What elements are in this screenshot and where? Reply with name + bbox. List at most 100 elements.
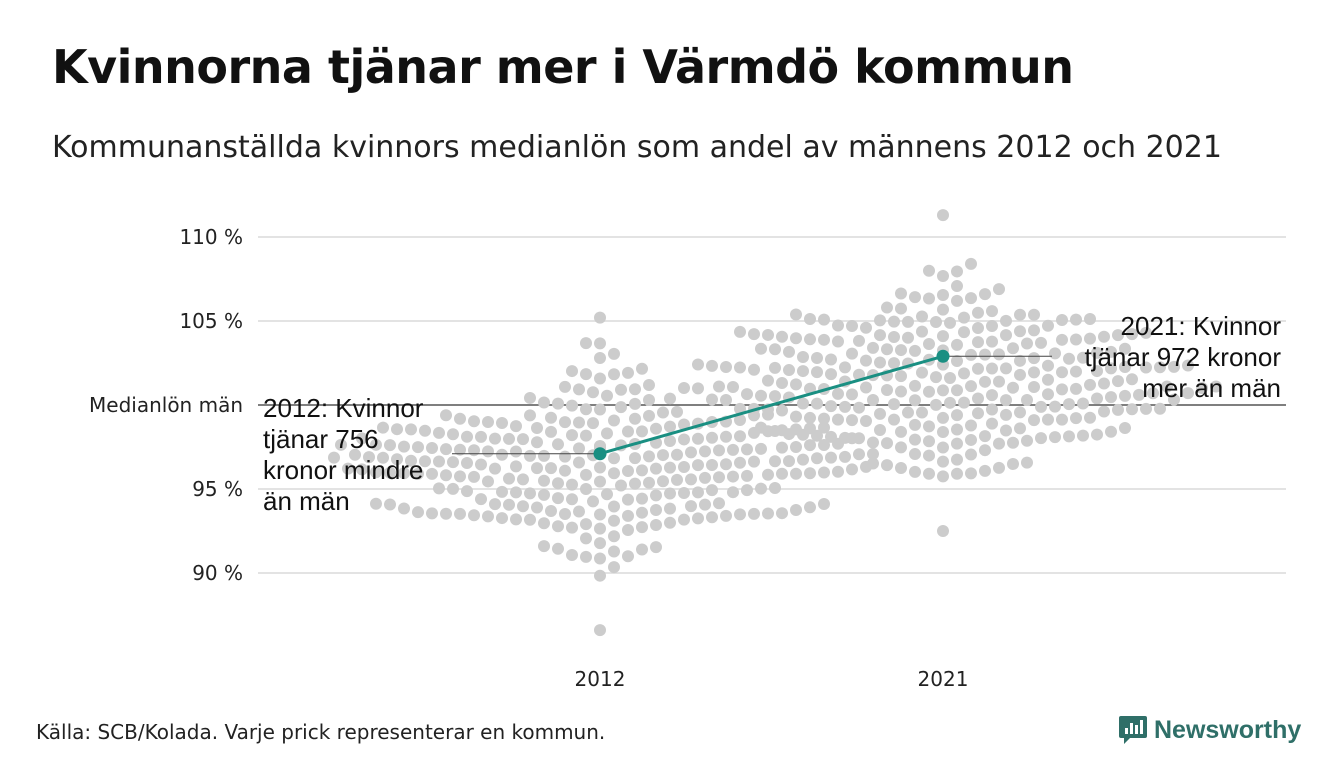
dot-2021 <box>1049 400 1061 413</box>
dot-2021 <box>972 322 984 335</box>
dot-2021 <box>1196 382 1208 395</box>
dot-2021 <box>1070 382 1082 395</box>
dot-2021 <box>958 367 970 380</box>
dot-2012 <box>384 439 396 452</box>
dot-2012 <box>384 498 396 511</box>
dot-2021 <box>965 448 977 461</box>
dot-2021 <box>986 335 998 348</box>
dot-2021 <box>1014 325 1026 338</box>
dot-2012 <box>580 403 592 416</box>
dot-2021 <box>874 314 886 327</box>
dot-2012 <box>762 507 774 520</box>
dot-2021 <box>1119 342 1131 355</box>
dot-2021 <box>1084 378 1096 391</box>
annotation-2021-line: mer än män <box>1142 373 1281 403</box>
dot-2021 <box>706 359 718 372</box>
dot-2021 <box>937 525 949 537</box>
dot-2021 <box>909 394 921 407</box>
dot-2012 <box>349 448 361 461</box>
dot-2012 <box>622 425 634 438</box>
dot-2021 <box>734 361 746 374</box>
dot-2012 <box>608 452 620 465</box>
dot-2012 <box>559 508 571 521</box>
dot-2021 <box>909 433 921 446</box>
brand-logo: Newsworthy <box>1118 713 1301 747</box>
dot-2012 <box>790 467 802 480</box>
dot-2012 <box>594 624 606 637</box>
dot-2012 <box>713 471 725 484</box>
dot-2021 <box>1056 366 1068 379</box>
dot-2012 <box>713 497 725 510</box>
dot-2021 <box>818 313 830 326</box>
dot-2012 <box>622 493 634 506</box>
dot-2021 <box>979 444 991 457</box>
dot-2021 <box>1014 422 1026 435</box>
dot-2021 <box>930 398 942 411</box>
dot-2012 <box>398 467 410 480</box>
dot-2021 <box>769 390 781 403</box>
dot-2012 <box>594 552 606 565</box>
dot-2021 <box>909 448 921 461</box>
dot-2012 <box>510 513 522 526</box>
dot-2012 <box>559 416 571 429</box>
dot-2021 <box>1112 329 1124 342</box>
dot-2012 <box>468 470 480 483</box>
dot-2021 <box>958 326 970 339</box>
dot-2021 <box>993 461 1005 474</box>
dot-2021 <box>1021 337 1033 350</box>
dot-2021 <box>678 382 690 395</box>
dot-2021 <box>986 362 998 375</box>
dot-2012 <box>545 425 557 438</box>
dot-2021 <box>972 362 984 375</box>
dot-2021 <box>972 407 984 420</box>
dot-2021 <box>1140 326 1152 339</box>
dot-2021 <box>1077 351 1089 364</box>
x-tick-label-2021: 2021 <box>918 667 969 691</box>
dot-2012 <box>545 462 557 475</box>
dot-2021 <box>993 437 1005 450</box>
dot-2021 <box>979 464 991 477</box>
dot-2021 <box>937 470 949 483</box>
y-tick-label: 105 % <box>179 309 243 333</box>
dot-2012 <box>601 488 613 501</box>
dot-2021 <box>1007 381 1019 394</box>
dot-2021 <box>1028 381 1040 394</box>
dot-2021 <box>874 424 886 437</box>
dot-2012 <box>720 509 732 522</box>
dot-2012 <box>608 368 620 381</box>
dot-2012 <box>734 430 746 443</box>
dot-2012 <box>678 433 690 446</box>
dot-2012 <box>643 379 655 392</box>
dot-2021 <box>937 441 949 454</box>
dot-2012 <box>510 486 522 499</box>
dot-2021 <box>888 357 900 370</box>
dot-2012 <box>566 365 578 378</box>
dot-2021 <box>755 342 767 355</box>
dot-2012 <box>566 493 578 506</box>
dot-2012 <box>538 474 550 487</box>
dot-2012 <box>594 337 606 350</box>
dot-2012 <box>594 311 606 324</box>
dot-2021 <box>776 404 788 417</box>
dot-2012 <box>741 443 753 456</box>
dot-2021 <box>930 316 942 329</box>
dot-2021 <box>734 325 746 338</box>
dot-2021 <box>1063 430 1075 443</box>
dot-2021 <box>1042 413 1054 426</box>
dot-2021 <box>1098 377 1110 390</box>
dot-2021 <box>916 406 928 419</box>
dot-2012 <box>447 428 459 441</box>
dot-2012 <box>790 441 802 453</box>
dot-2012 <box>699 471 711 484</box>
dot-2012 <box>622 465 634 478</box>
dot-2021 <box>1056 383 1068 396</box>
dot-2012 <box>510 460 522 473</box>
dot-2012 <box>741 469 753 482</box>
dot-2021 <box>1000 314 1012 327</box>
dot-2012 <box>636 543 648 556</box>
dot-2021 <box>1119 361 1131 374</box>
dot-2021 <box>832 387 844 400</box>
dot-2012 <box>440 443 452 456</box>
dot-2021 <box>923 292 935 305</box>
dot-2012 <box>440 507 452 520</box>
